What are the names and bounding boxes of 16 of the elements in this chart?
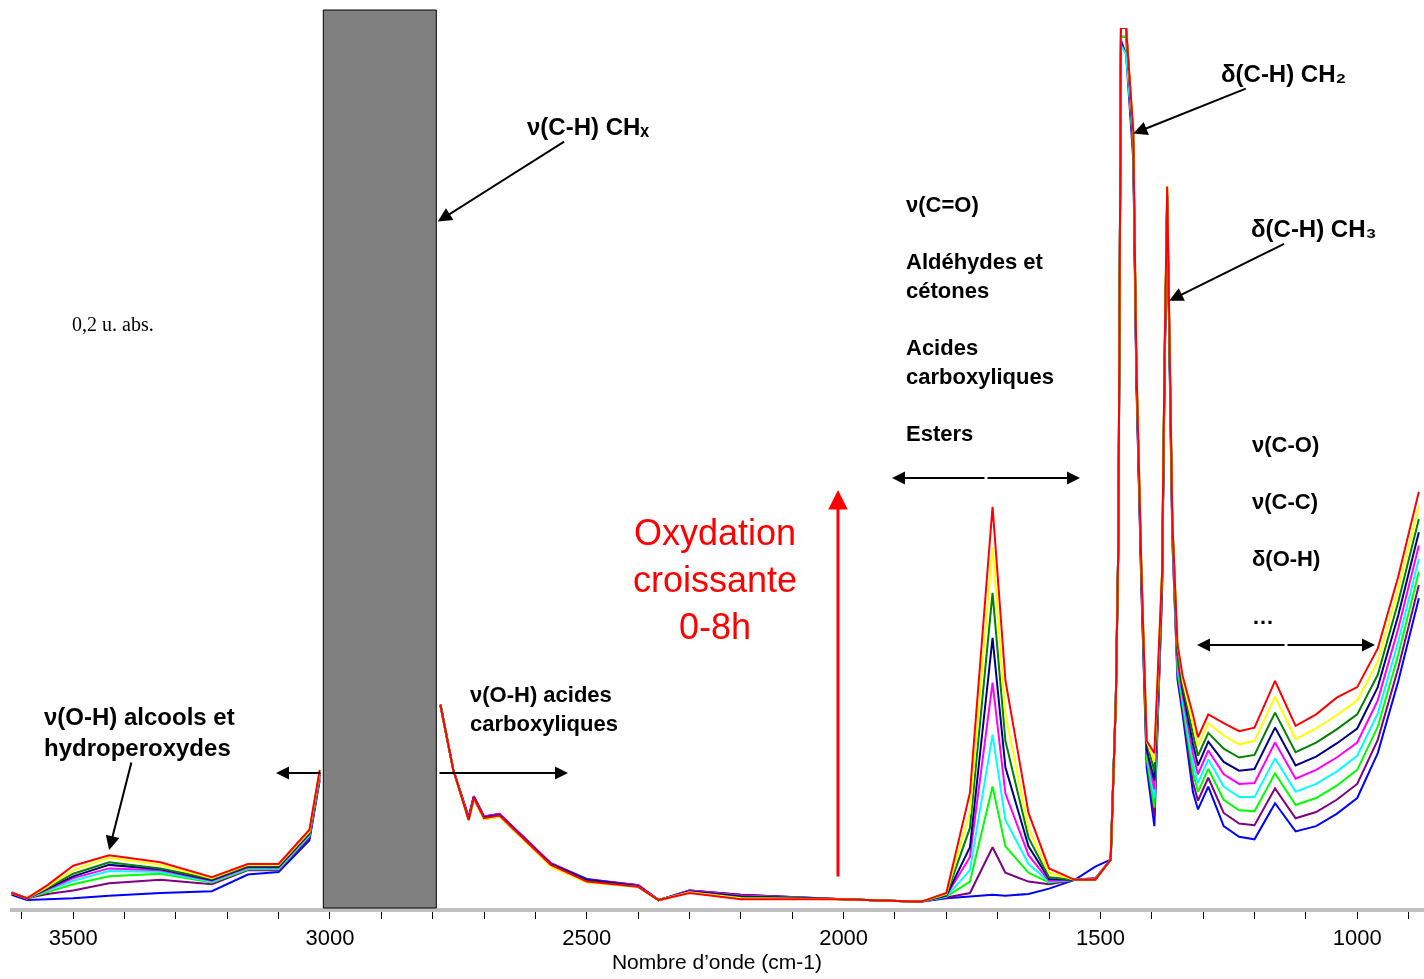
text: ν(C-O) ν(C-C) δ(O-H) … (1252, 432, 1321, 629)
x-tick-label: 1000 (1332, 925, 1382, 951)
annotation: ν(O-H) alcools et hydroperoxydes (44, 703, 235, 762)
x-tick-label: 2000 (819, 925, 869, 951)
x-tick-label: 1500 (1075, 925, 1125, 951)
x-axis-title: Nombre d’onde (cm-1) (611, 950, 823, 974)
annotation: ν(C-H) CHₓ (527, 113, 650, 140)
annotation: δ(C-H) CH₂ (1221, 60, 1347, 87)
annotation: ν(O-H) acides carboxyliques (470, 682, 618, 736)
annotation: 0,2 u. abs. (72, 313, 154, 335)
annotation: δ(C-H) CH₃ (1251, 215, 1377, 242)
x-tick-label: 3000 (305, 925, 355, 951)
text: ν(C=O) Aldéhydes et cétones Acides carboxyliques Esters (906, 192, 1054, 446)
x-tick-label: 3500 (48, 925, 98, 951)
x-tick-label: 2500 (562, 925, 612, 951)
annotation: Oxydation croissante 0-8h (633, 512, 798, 647)
